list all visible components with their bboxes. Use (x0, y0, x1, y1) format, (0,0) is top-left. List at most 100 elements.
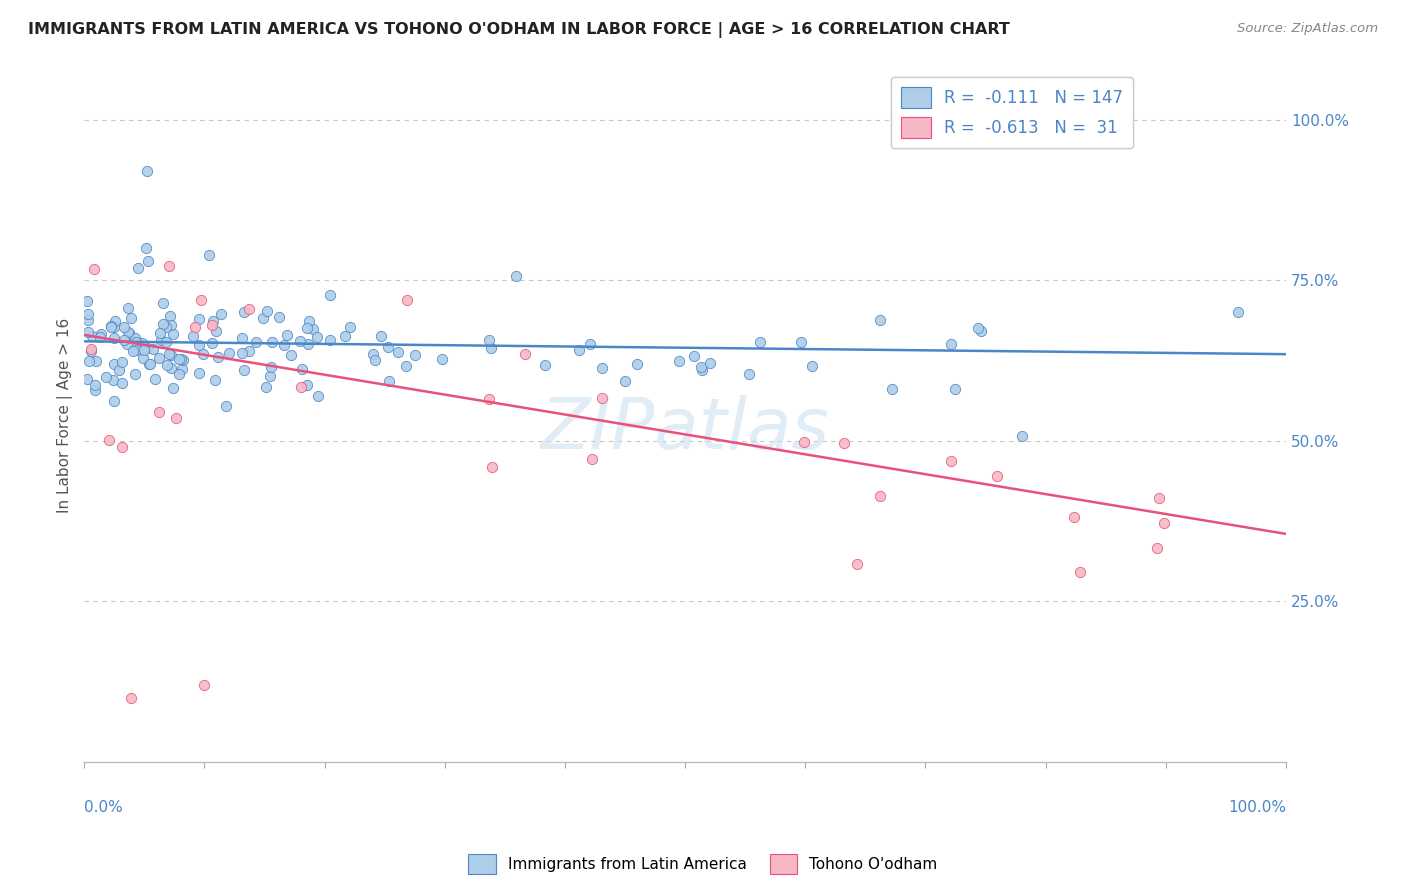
Point (254, 379, 277, 393)
Point (155, 335, 177, 350)
Point (111, 376, 134, 391)
Point (83, 261, 105, 276)
Point (135, 241, 157, 255)
Point (201, 318, 224, 333)
Point (127, 260, 149, 275)
Point (139, 357, 162, 371)
Point (232, 305, 254, 319)
Point (118, 326, 141, 340)
Point (159, 361, 181, 376)
Point (626, 357, 648, 371)
Point (115, 336, 138, 351)
Point (478, 392, 501, 406)
Point (77, 313, 100, 327)
Point (152, 296, 174, 310)
Point (319, 333, 342, 347)
Point (201, 314, 224, 328)
Point (578, 337, 600, 351)
Point (135, 164, 157, 178)
Point (231, 346, 253, 360)
Point (100, 318, 122, 333)
Point (165, 410, 187, 425)
Point (869, 490, 891, 504)
Point (231, 330, 253, 344)
Point (256, 304, 278, 318)
Point (1146, 541, 1168, 555)
Point (377, 374, 399, 388)
Point (869, 312, 891, 326)
Point (124, 367, 146, 381)
Point (970, 324, 993, 338)
Point (1153, 516, 1175, 530)
Point (100, 320, 122, 334)
Point (103, 393, 125, 408)
Point (157, 347, 180, 361)
Point (162, 327, 184, 342)
Point (245, 335, 267, 350)
Point (430, 352, 453, 367)
Point (832, 436, 855, 450)
Point (288, 334, 311, 348)
Point (568, 343, 591, 357)
Point (172, 352, 194, 367)
Point (377, 340, 399, 354)
Point (307, 389, 329, 403)
Text: 100.0%: 100.0% (1227, 800, 1286, 815)
Point (190, 293, 212, 307)
Point (103, 358, 125, 372)
Point (101, 373, 124, 387)
Point (1069, 565, 1091, 579)
Point (307, 330, 329, 344)
Point (193, 678, 215, 692)
Point (260, 335, 283, 350)
Point (238, 343, 260, 358)
Point (77, 307, 100, 321)
Point (668, 354, 690, 368)
Point (124, 331, 146, 345)
Point (276, 328, 298, 343)
Point (690, 362, 713, 376)
Point (162, 381, 184, 395)
Point (156, 358, 179, 372)
Point (159, 348, 181, 362)
Point (111, 440, 134, 454)
Point (201, 336, 224, 351)
Point (233, 363, 256, 377)
Point (132, 351, 155, 365)
Point (333, 329, 356, 343)
Point (149, 333, 172, 347)
Point (84, 384, 107, 398)
Point (339, 319, 361, 334)
Point (136, 254, 159, 268)
Legend: Immigrants from Latin America, Tohono O'odham: Immigrants from Latin America, Tohono O'… (463, 848, 943, 880)
Point (83, 377, 105, 392)
Point (112, 334, 135, 348)
Point (77, 325, 100, 339)
Point (152, 318, 174, 332)
Text: Source: ZipAtlas.com: Source: ZipAtlas.com (1237, 22, 1378, 36)
Text: ZIPatlas: ZIPatlas (541, 394, 830, 464)
Point (204, 374, 226, 388)
Point (297, 321, 319, 335)
Point (1011, 429, 1033, 443)
Point (90, 326, 112, 341)
Point (188, 366, 211, 380)
Point (84, 353, 107, 368)
Point (689, 359, 711, 374)
Point (108, 363, 131, 377)
Point (117, 326, 139, 340)
Point (793, 434, 815, 449)
Point (297, 337, 319, 351)
Point (395, 359, 418, 374)
Point (120, 311, 142, 326)
Point (591, 391, 613, 405)
Point (142, 342, 165, 356)
Point (170, 351, 193, 366)
Point (159, 309, 181, 323)
Point (1063, 510, 1085, 524)
Point (155, 320, 177, 334)
Point (364, 353, 387, 368)
Point (682, 349, 704, 363)
Point (125, 334, 148, 349)
Point (218, 346, 240, 360)
